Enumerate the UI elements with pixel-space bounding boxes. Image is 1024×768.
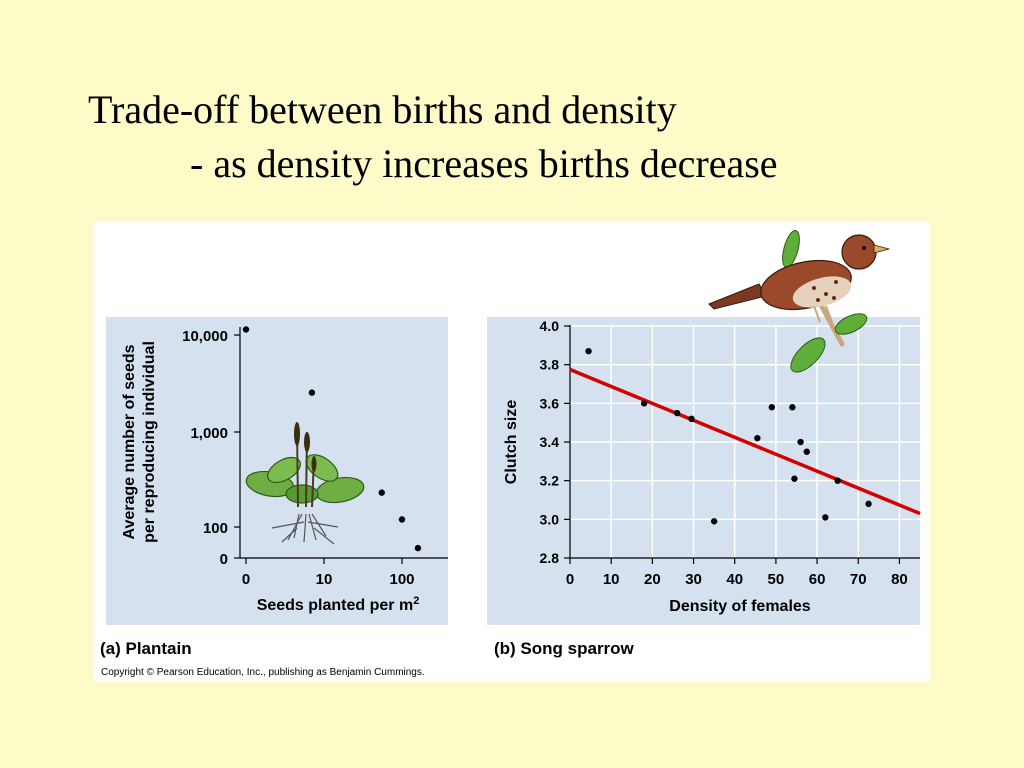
plantain-x-tick-label: 10 <box>316 571 333 588</box>
sparrow-x-tick-label: 70 <box>850 571 867 588</box>
sparrow-data-point <box>640 400 648 407</box>
copyright-text: Copyright © Pearson Education, Inc., pub… <box>101 667 425 678</box>
plantain-data-point <box>398 516 406 523</box>
sparrow-data-point <box>797 438 804 446</box>
sparrow-x-tick-label: 0 <box>566 571 574 588</box>
sparrow-x-tick-label: 10 <box>603 571 620 588</box>
sparrow-y-label: Clutch size <box>503 400 520 485</box>
sparrow-data-point <box>789 404 796 411</box>
plantain-y-tick-label: 100 <box>203 520 228 537</box>
sparrow-y-tick-label: 3.8 <box>540 357 560 373</box>
sparrow-y-tick-label: 3.0 <box>540 511 560 527</box>
plantain-panel-label: (a) Plantain <box>100 639 192 658</box>
sparrow-x-tick-label: 60 <box>809 571 826 588</box>
sparrow-y-tick-label: 3.4 <box>540 434 560 450</box>
sparrow-data-point <box>822 514 829 521</box>
sparrow-data-point <box>673 409 681 417</box>
slide-title: Trade-off between births and density <box>88 87 677 132</box>
sparrow-y-tick-label: 4.0 <box>540 318 560 334</box>
sparrow-x-tick-label: 50 <box>768 571 785 588</box>
figure-panel: 0 100 1,000 10,000 0 10 100 0 10 20 30 40 50 60 70 80 2… <box>94 222 930 682</box>
plantain-y-label-line1: Average number of seeds <box>121 344 138 539</box>
sparrow-data-point <box>803 448 810 455</box>
sparrow-x-tick-label: 80 <box>891 571 908 588</box>
sparrow-data-point <box>754 434 761 442</box>
sparrow-regression-line <box>569 367 921 516</box>
sparrow-y-tick-label: 3.6 <box>540 395 560 411</box>
plantain-x-tick-label: 100 <box>389 571 414 588</box>
sparrow-data-point <box>768 404 775 411</box>
plantain-data-point <box>308 389 316 396</box>
sparrow-x-tick-label: 20 <box>644 571 661 588</box>
sparrow-x-tick-label: 40 <box>726 571 743 588</box>
plantain-data-point <box>378 489 385 496</box>
plantain-data-point <box>242 326 250 333</box>
plantain-data-point <box>414 544 422 552</box>
plantain-y-tick-label: 10,000 <box>182 328 228 345</box>
sparrow-data-point <box>710 518 718 525</box>
plantain-x-label-superscript: 2 <box>413 595 419 607</box>
plantain-x-tick-label: 0 <box>242 571 250 588</box>
sparrow-y-tick-label: 2.8 <box>540 550 560 566</box>
sparrow-data-point <box>834 477 841 484</box>
plantain-y-label-line2: per reproducing individual <box>141 341 158 543</box>
sparrow-y-tick-label: 3.2 <box>540 473 560 489</box>
sparrow-data-point <box>585 347 592 355</box>
sparrow-panel-label: (b) Song sparrow <box>494 639 635 658</box>
plantain-y-tick-label: 1,000 <box>190 425 228 442</box>
sparrow-data-point <box>791 475 798 482</box>
song-sparrow-illustration <box>708 230 891 373</box>
sparrow-x-label: Density of females <box>669 598 810 615</box>
plantain-plant-illustration <box>245 422 365 545</box>
sparrow-x-tick-label: 30 <box>685 571 702 588</box>
sparrow-data-point <box>865 500 872 508</box>
sparrow-data-point <box>688 415 695 423</box>
figure-svg: 0 100 1,000 10,000 0 10 100 0 10 20 30 40 50 60 70 80 2… <box>100 230 921 678</box>
plantain-y-tick-label: 0 <box>220 551 228 568</box>
slide-subtitle: - as density increases births decrease <box>190 141 778 186</box>
sparrow-plot-background <box>487 317 920 625</box>
plantain-x-label: Seeds planted per m2 <box>257 595 420 614</box>
